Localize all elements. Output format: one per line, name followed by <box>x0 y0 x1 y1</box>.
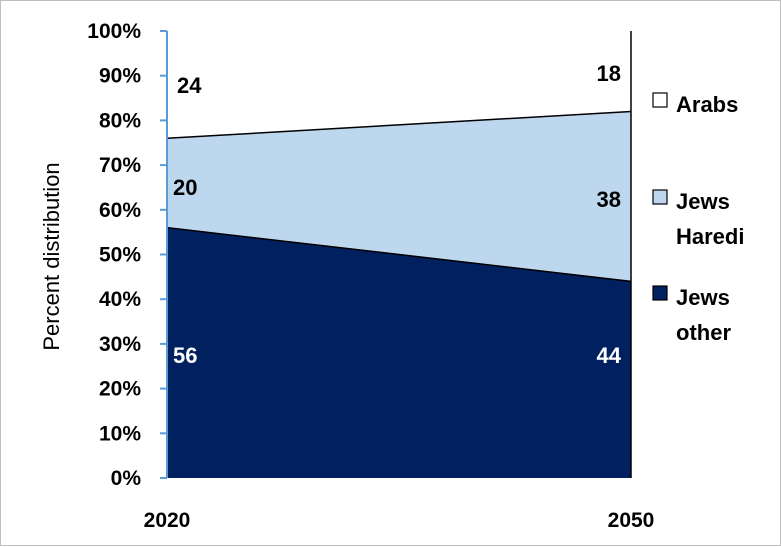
y-tick-label: 40% <box>99 288 141 311</box>
data-label-jews-other: 44 <box>597 343 622 368</box>
y-tick-label: 100% <box>87 20 141 43</box>
y-tick-label: 50% <box>99 244 141 267</box>
data-label-arabs: 24 <box>177 73 202 98</box>
area-arabs <box>167 31 631 139</box>
area-jews-other <box>167 227 631 478</box>
legend-label-jews-other: Jews <box>676 285 730 310</box>
data-label-jews-haredi: 38 <box>597 187 621 212</box>
area-jews-haredi <box>167 111 631 282</box>
y-axis-title: Percent distribution <box>39 162 64 350</box>
line-jews-haredi-top <box>166 110 632 140</box>
data-label-jews-haredi: 20 <box>173 175 197 200</box>
y-tick-label: 30% <box>99 333 141 356</box>
y-tick-label: 80% <box>99 109 141 132</box>
legend-label-jews-haredi: Jews <box>676 189 730 214</box>
data-label-arabs: 18 <box>597 61 621 86</box>
legend-label-jews-haredi: Haredi <box>676 224 744 249</box>
legend-label-jews-other: other <box>676 320 731 345</box>
legend-swatch-arabs <box>652 92 668 108</box>
x-tick-label: 2020 <box>144 509 191 532</box>
y-tick-label: 10% <box>99 422 141 445</box>
line-jews-other-top <box>166 226 632 283</box>
legend-swatch-jews-haredi <box>652 189 668 205</box>
legend-swatch-jews-other <box>652 285 668 301</box>
y-tick-label: 20% <box>99 378 141 401</box>
y-tick-label: 60% <box>99 199 141 222</box>
data-label-jews-other: 56 <box>173 343 197 368</box>
legend-label-arabs: Arabs <box>676 92 738 117</box>
x-tick-label: 2050 <box>608 509 655 532</box>
y-tick-label: 90% <box>99 65 141 88</box>
y-tick-label: 0% <box>111 467 142 490</box>
y-tick-label: 70% <box>99 154 141 177</box>
